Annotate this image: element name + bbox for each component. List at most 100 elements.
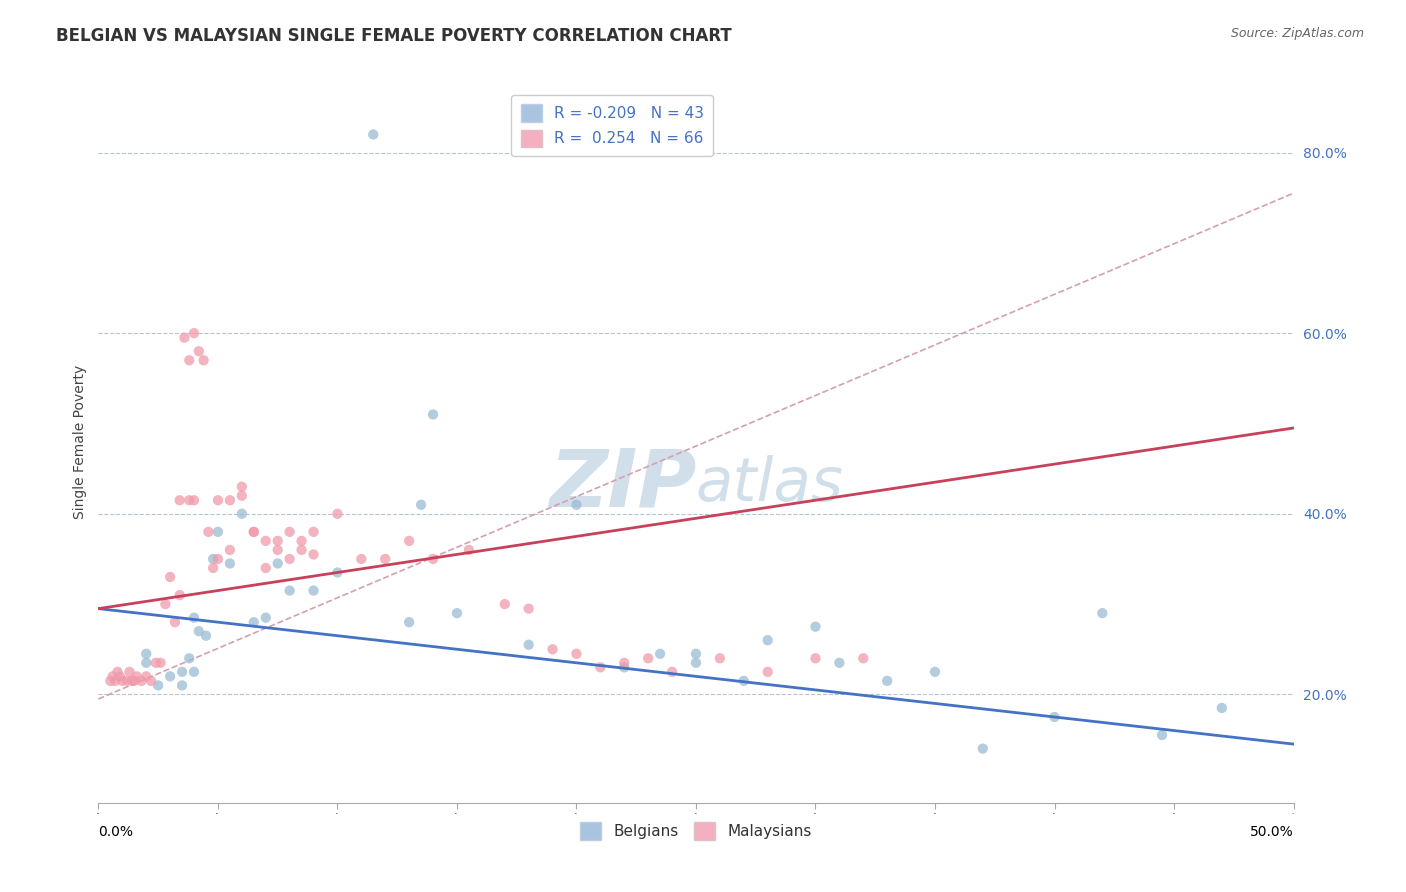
Point [326,566,349,580]
Point [565,647,588,661]
Point [169,588,191,602]
Point [118,665,141,679]
Point [125,669,148,683]
Point [179,493,201,508]
Point [135,647,157,661]
Point [159,570,181,584]
Text: ZIP: ZIP [548,446,696,524]
Point [193,353,215,368]
Point [135,656,157,670]
Point [121,673,143,688]
Point [243,615,266,630]
Text: 0.0%: 0.0% [98,825,134,839]
Point [494,597,516,611]
Point [398,615,420,630]
Point [231,507,253,521]
Point [541,642,564,657]
Point [172,665,194,679]
Point [733,673,755,688]
Point [350,552,373,566]
Point [709,651,731,665]
Point [302,583,325,598]
Point [302,548,325,562]
Point [804,620,827,634]
Point [458,542,481,557]
Point [267,542,290,557]
Point [145,656,167,670]
Point [207,493,229,508]
Point [173,331,195,345]
Point [219,557,242,571]
Point [637,651,659,665]
Point [179,353,201,368]
Point [231,489,253,503]
Point [107,665,129,679]
Point [517,601,540,615]
Point [565,498,588,512]
Point [254,533,277,548]
Point [1211,701,1233,715]
Point [148,678,170,692]
Point [98,673,122,688]
Point [135,669,157,683]
Point [291,542,314,557]
Text: BELGIAN VS MALAYSIAN SINGLE FEMALE POVERTY CORRELATION CHART: BELGIAN VS MALAYSIAN SINGLE FEMALE POVER… [56,27,733,45]
Point [267,557,290,571]
Point [422,552,444,566]
Point [183,493,205,508]
Point [115,673,138,688]
Point [613,656,636,670]
Point [101,669,124,683]
Y-axis label: Single Female Poverty: Single Female Poverty [73,365,87,518]
Point [804,651,827,665]
Point [924,665,946,679]
Point [363,128,385,142]
Point [131,673,153,688]
Point [1043,710,1066,724]
Point [411,498,433,512]
Point [169,493,191,508]
Point [183,610,205,624]
Point [111,673,134,688]
Point [685,647,707,661]
Point [243,524,266,539]
Point [613,660,636,674]
Point [398,533,420,548]
Point [648,647,672,661]
Point [195,629,218,643]
Point [278,552,301,566]
Point [243,524,266,539]
Point [207,524,229,539]
Point [104,673,127,688]
Point [254,610,277,624]
Point [159,669,181,683]
Point [179,651,201,665]
Point [291,533,314,548]
Point [517,638,540,652]
Point [756,665,779,679]
Point [278,524,301,539]
Point [139,673,162,688]
Point [446,606,468,620]
Point [254,561,277,575]
Point [589,660,612,674]
Point [302,524,325,539]
Point [685,656,707,670]
Text: atlas: atlas [696,456,844,515]
Point [828,656,851,670]
Point [108,669,131,683]
Point [207,552,229,566]
Point [267,533,290,548]
Point [172,678,194,692]
Point [326,507,349,521]
Point [197,524,219,539]
Point [852,651,875,665]
Point [219,493,242,508]
Point [183,665,205,679]
Point [231,480,253,494]
Point [374,552,396,566]
Point [187,624,209,639]
Text: Source: ZipAtlas.com: Source: ZipAtlas.com [1230,27,1364,40]
Point [422,408,444,422]
Point [1091,606,1114,620]
